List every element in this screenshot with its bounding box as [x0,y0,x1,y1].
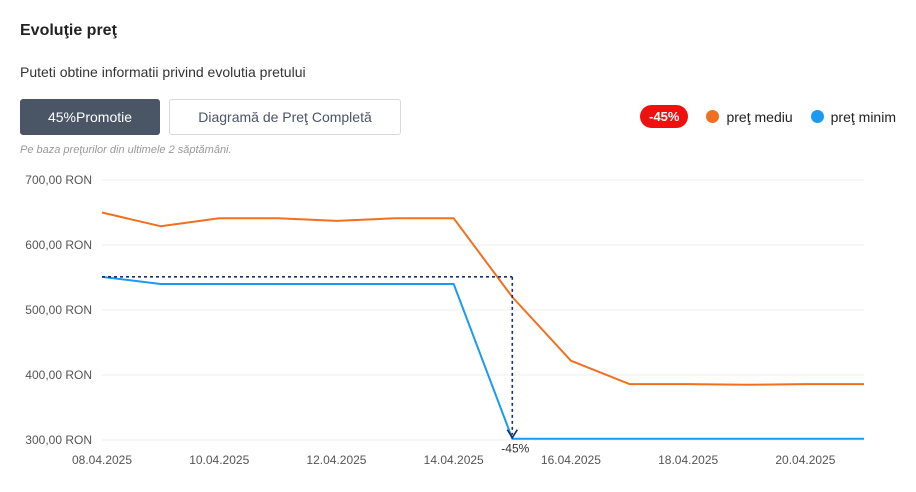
x-tick-label: 08.04.2025 [72,453,132,467]
y-tick-label: 400,00 RON [25,368,92,382]
y-tick-label: 300,00 RON [25,433,92,447]
legend-label: preţ mediu [726,108,793,125]
legend-dot-icon [706,110,720,123]
series-line-minim [101,275,864,440]
legend-item-mediu[interactable]: preţ mediu [706,108,793,125]
x-axis-labels: 08.04.2025 10.04.2025 12.04.2025 14.04.2025… [72,453,836,467]
x-tick-label: 14.04.2025 [424,453,484,467]
legend-dot-icon [810,110,824,123]
page-title: Evoluţie preţ [20,22,117,39]
period-note: Pe baza preţurilor din ultimele 2 săptăm… [20,144,232,156]
price-chart: 700,00 RON 600,00 RON 500,00 RON 400,00 RON… [25,173,864,467]
y-tick-label: 500,00 RON [25,303,92,317]
chart-legend: -45% preţ mediu preţ minim [640,105,896,128]
grid-lines [102,179,864,441]
y-axis-labels: 700,00 RON 600,00 RON 500,00 RON 400,00 RON… [25,173,92,447]
discount-badge: -45% [640,105,689,128]
legend-item-minim[interactable]: preţ minim [810,108,896,125]
full-chart-button[interactable]: Diagramă de Preţ Completă [169,99,401,135]
promo-button[interactable]: 45%Promotie [20,99,160,135]
y-tick-label: 700,00 RON [25,173,92,187]
discount-annotation: -45% [102,276,530,456]
x-tick-label: 10.04.2025 [189,453,249,467]
series-lines [101,211,864,440]
y-tick-label: 600,00 RON [25,238,92,252]
annotation-arrow-icon [506,429,518,440]
x-tick-label: 16.04.2025 [541,453,601,467]
x-tick-label: 18.04.2025 [658,453,718,467]
annotation-label: -45% [501,442,529,456]
legend-label: preţ minim [830,108,896,125]
x-tick-label: 20.04.2025 [775,453,835,467]
series-line-mediu [101,211,864,386]
x-tick-label: 12.04.2025 [306,453,366,467]
page-subtitle: Puteti obtine informatii privind evoluti… [20,64,306,80]
